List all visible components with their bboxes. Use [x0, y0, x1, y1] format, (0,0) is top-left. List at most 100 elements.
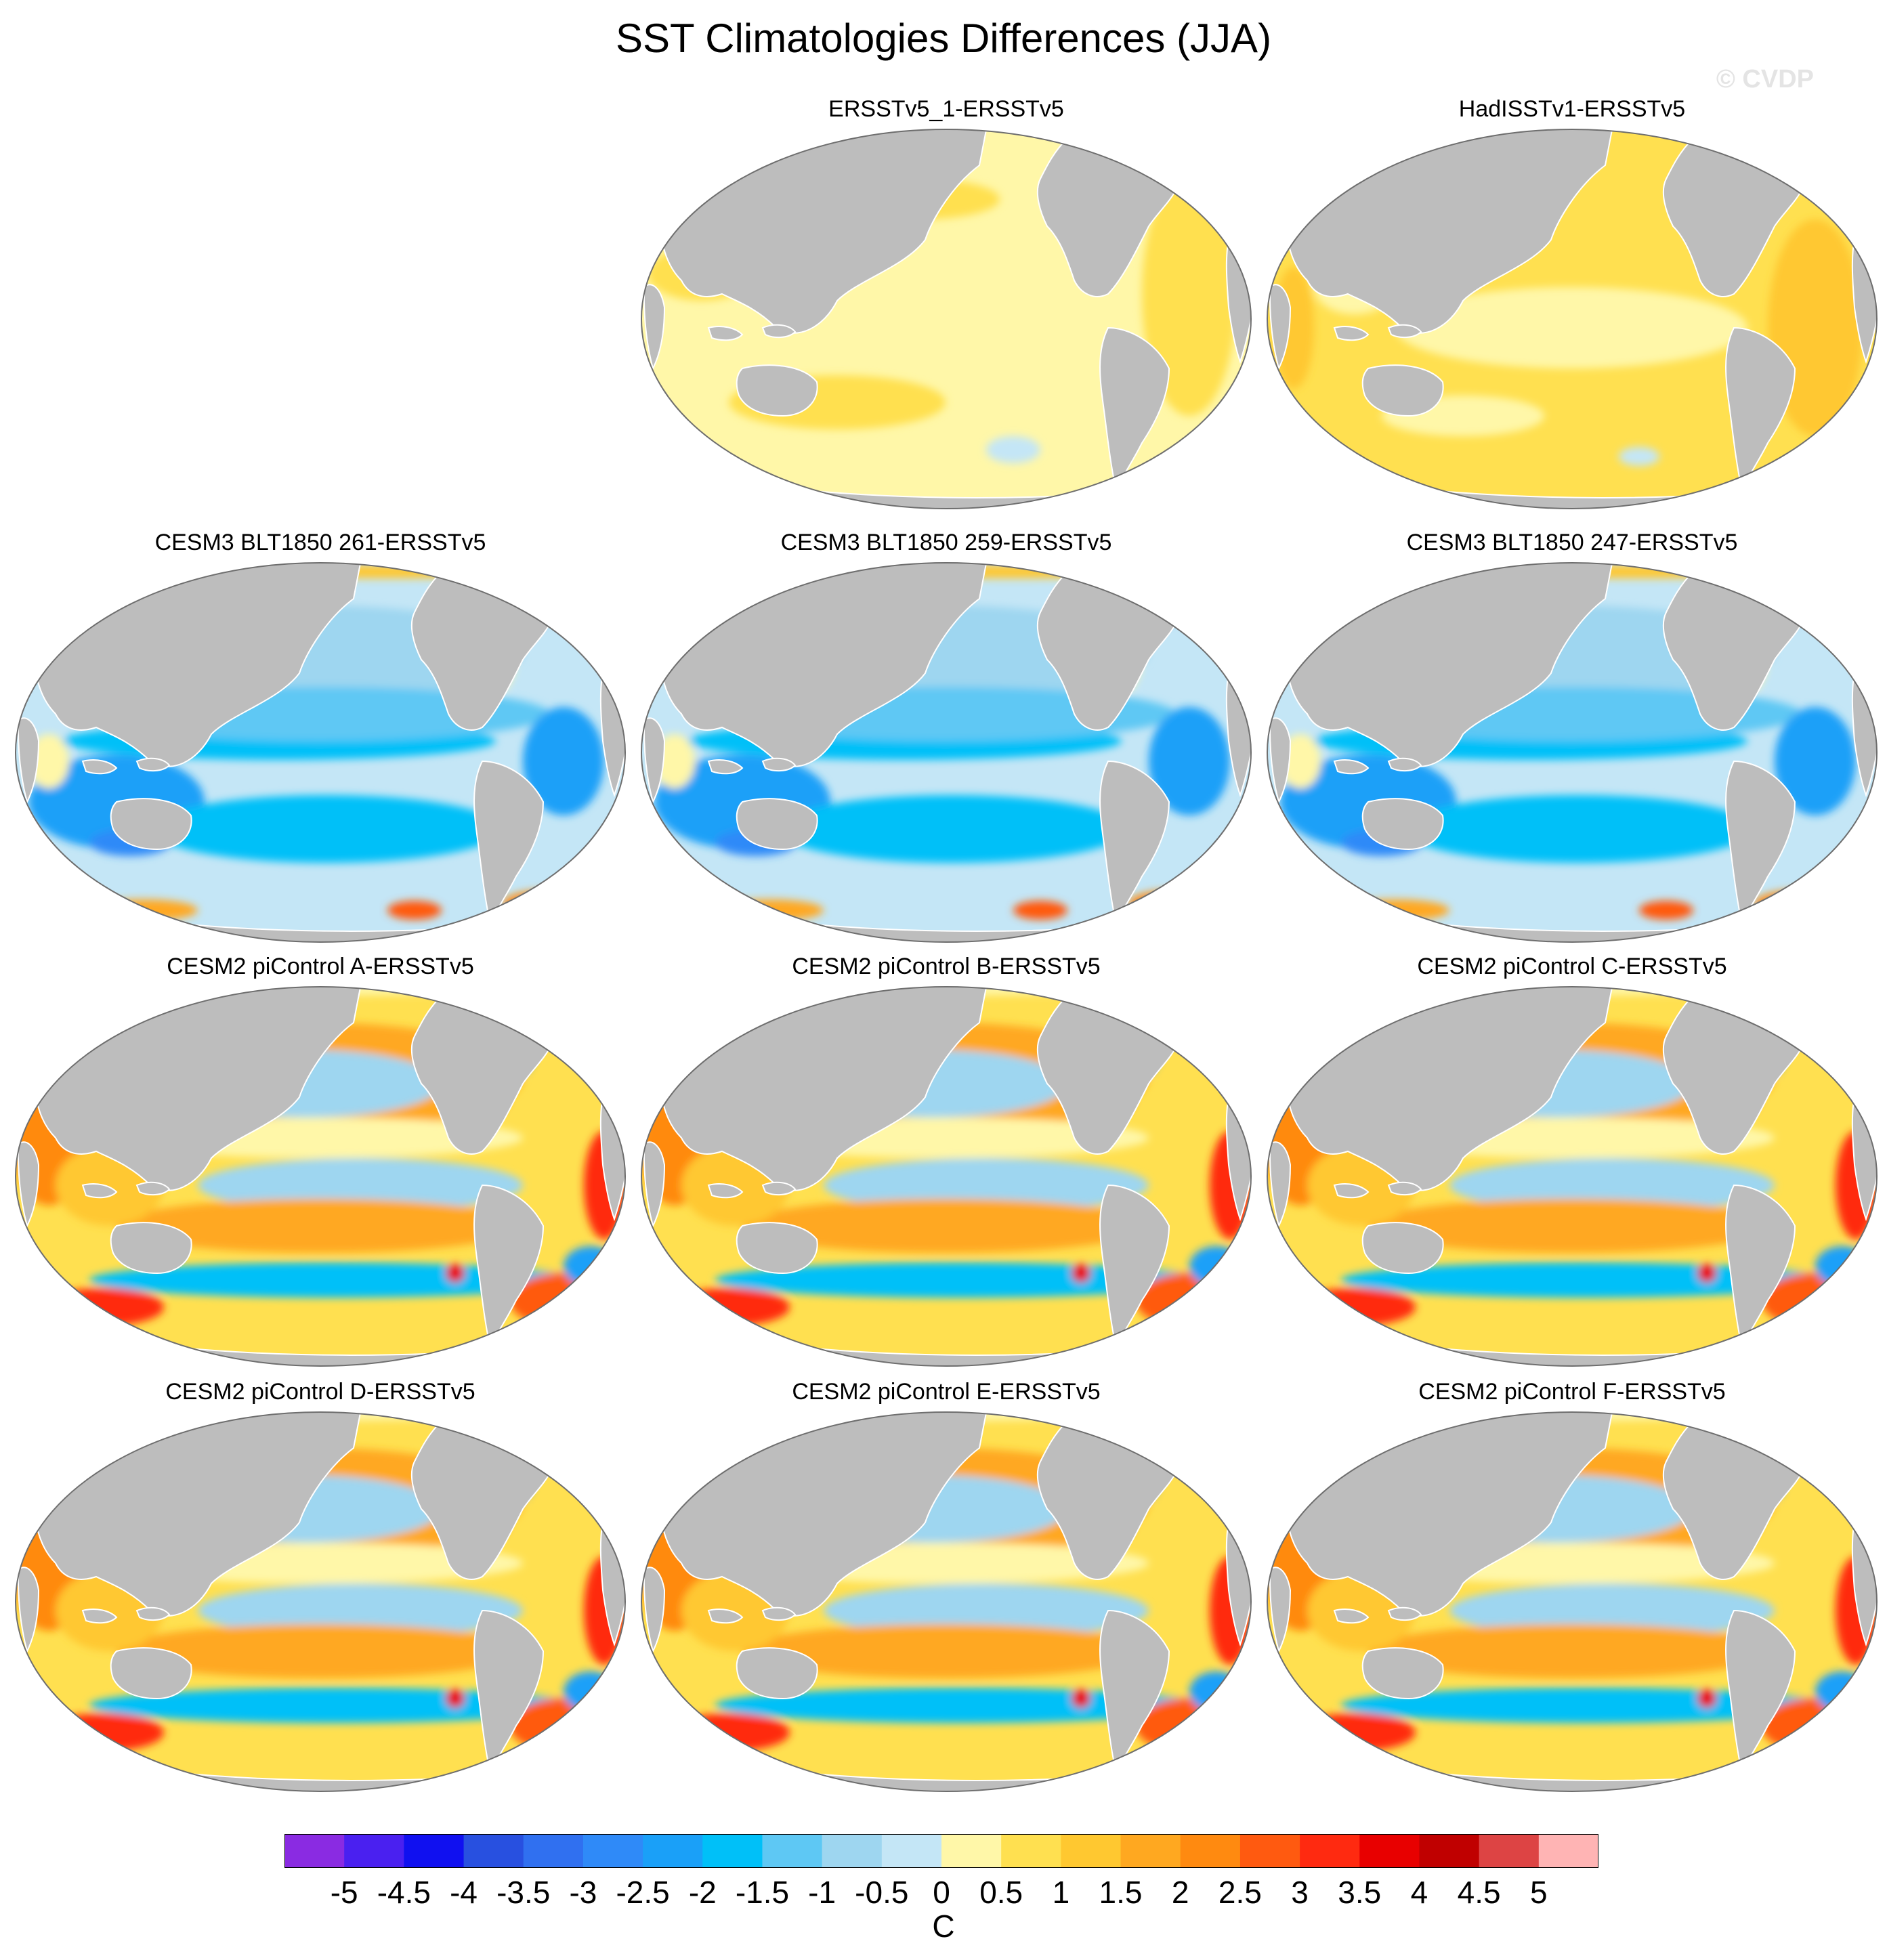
colorbar-swatch — [1419, 1834, 1480, 1868]
map-border — [15, 986, 626, 1367]
map-border — [641, 129, 1252, 509]
colorbar-swatch — [822, 1834, 883, 1868]
colorbar-swatch — [643, 1834, 703, 1868]
map-panel: CESM2 piControl B-ERSSTv5 — [634, 952, 1258, 1372]
land-mass — [1269, 284, 1292, 370]
land-mass — [81, 1609, 118, 1624]
anomaly-contour-region — [42, 1288, 164, 1326]
colorbar-swatch — [1180, 1834, 1241, 1868]
map-panel: CESM2 piControl F-ERSSTv5 — [1260, 1378, 1884, 1797]
anomaly-contour-region — [1142, 172, 1237, 416]
land-mass — [559, 994, 619, 1053]
land-mass — [1333, 1183, 1370, 1199]
map-panel: ERSSTv5_1-ERSSTv5 — [634, 95, 1258, 515]
anomaly-contour-region — [1189, 1671, 1244, 1712]
anomaly-contour-region — [116, 1199, 523, 1253]
anomaly-contour-region — [1697, 1689, 1716, 1708]
colorbar-swatch — [582, 1834, 643, 1868]
land-mass — [110, 1222, 192, 1275]
land-mass — [736, 364, 818, 417]
anomaly-contour-region — [137, 1420, 177, 1436]
anomaly-contour-region — [1775, 707, 1856, 815]
anomaly-contour-region — [1697, 1264, 1716, 1283]
colorbar-tick-label: -1 — [808, 1875, 836, 1910]
map-panel: CESM3 BLT1850 261-ERSSTv5 — [8, 528, 633, 948]
land-mass — [17, 1567, 40, 1653]
map-projection — [1267, 129, 1877, 509]
panel-title: CESM2 piControl F-ERSSTv5 — [1418, 1379, 1726, 1405]
land-mass — [1361, 1647, 1444, 1700]
land-mass — [1361, 1222, 1444, 1275]
panel-title: CESM2 piControl E-ERSSTv5 — [792, 1379, 1101, 1405]
sst-difference-map — [1267, 1411, 1878, 1792]
map-projection — [16, 987, 625, 1366]
map-panel: CESM3 BLT1850 247-ERSSTv5 — [1260, 528, 1884, 948]
sst-difference-map — [15, 562, 626, 943]
panel-title: CESM2 piControl B-ERSSTv5 — [792, 954, 1101, 979]
sst-difference-map — [15, 986, 626, 1367]
sst-difference-map — [1267, 562, 1878, 943]
land-mass — [1185, 137, 1245, 196]
land-mass — [135, 757, 171, 772]
map-projection — [1267, 1412, 1877, 1791]
colorbar-swatches — [284, 1834, 1599, 1868]
anomaly-contour-region — [1072, 1689, 1090, 1708]
anomaly-contour-region — [503, 890, 597, 917]
colorbar-swatch — [1479, 1834, 1540, 1868]
colorbar-tick-label: -5 — [330, 1875, 358, 1910]
anomaly-contour-region — [668, 1288, 790, 1326]
colorbar-tick-label: -2.5 — [616, 1875, 670, 1910]
figure-title: SST Climatologies Differences (JJA) — [615, 16, 1272, 61]
land-mass — [1387, 324, 1422, 339]
land-mass — [1811, 1420, 1871, 1478]
land-mass — [761, 324, 797, 339]
colorbar-tick-label: 2 — [1171, 1875, 1189, 1910]
anomaly-contour-region — [1388, 994, 1429, 1010]
colorbar-swatch — [762, 1834, 823, 1868]
map-panel: CESM3 BLT1850 259-ERSSTv5 — [634, 528, 1258, 948]
anomaly-contour-region — [668, 1713, 790, 1751]
anomaly-contour-region — [729, 131, 810, 145]
anomaly-contour-region — [89, 899, 198, 921]
anomaly-contour-region — [1815, 1246, 1869, 1287]
land-mass — [761, 757, 797, 772]
land-mass — [1333, 326, 1370, 341]
land-mass — [707, 1609, 744, 1624]
land-mass — [1361, 364, 1444, 417]
anomaly-contour-region — [763, 994, 803, 1010]
land-mass — [17, 717, 40, 804]
anomaly-contour-region — [1368, 1624, 1775, 1678]
land-mass — [1361, 798, 1444, 851]
anomaly-contour-region — [1189, 1246, 1244, 1287]
watermark: © CVDP — [1716, 65, 1814, 93]
land-mass — [1185, 570, 1245, 629]
land-mass — [559, 1420, 619, 1478]
land-mass — [1387, 1181, 1422, 1196]
colorbar-tick-label: -2 — [688, 1875, 717, 1910]
map-projection — [641, 563, 1251, 942]
land-mass — [559, 570, 619, 629]
colorbar-swatch — [702, 1834, 763, 1868]
land-mass — [1387, 1606, 1422, 1621]
anomaly-contour-region — [1395, 287, 1747, 368]
colorbar-tick-label: 0.5 — [979, 1875, 1023, 1910]
colorbar-swatch — [523, 1834, 584, 1868]
anomaly-contour-region — [715, 899, 824, 921]
land-mass — [1333, 1609, 1370, 1624]
sst-difference-map — [641, 1411, 1252, 1792]
anomaly-contour-region — [564, 1671, 618, 1712]
land-mass — [643, 284, 666, 370]
panel-title: CESM3 BLT1850 261-ERSSTv5 — [154, 530, 486, 555]
anomaly-contour-region — [42, 1713, 164, 1751]
anomaly-contour-region — [1294, 1288, 1416, 1326]
colorbar-tick-label: 0 — [933, 1875, 950, 1910]
map-border — [1267, 1411, 1878, 1792]
colorbar-tick-label: 5 — [1530, 1875, 1548, 1910]
colorbar-tick-label: 3.5 — [1338, 1875, 1382, 1910]
colorbar-frame — [284, 1834, 1598, 1868]
land-mass — [81, 1183, 118, 1199]
colorbar-swatch — [1538, 1834, 1599, 1868]
map-border — [15, 562, 626, 943]
anomaly-contour-region — [198, 1583, 523, 1638]
anomaly-contour-region — [763, 1420, 803, 1436]
